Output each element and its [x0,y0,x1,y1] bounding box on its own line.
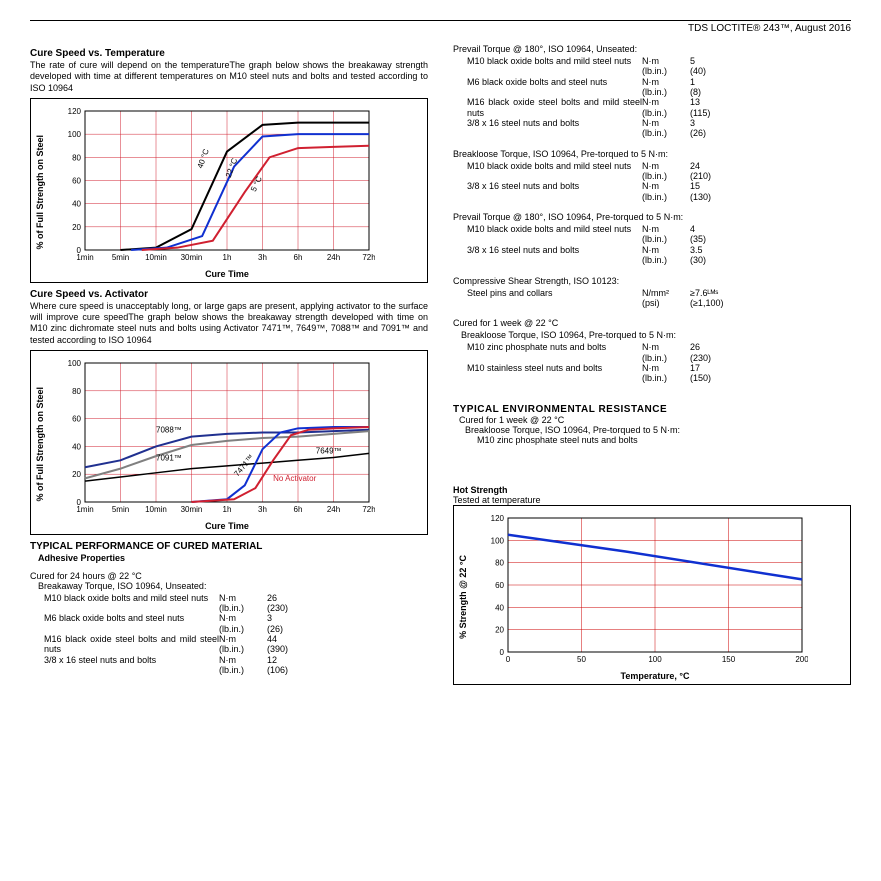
svg-text:6h: 6h [294,253,303,262]
svg-text:1min: 1min [76,505,93,514]
page-header: TDS LOCTITE® 243™, August 2016 [30,20,851,34]
svg-text:5min: 5min [112,253,129,262]
svg-text:7088™: 7088™ [156,425,182,434]
breakaway-heading: Breakaway Torque, ISO 10964, Unseated: [30,581,428,591]
data-row: 3/8 x 16 steel nuts and boltsN·m(lb.in.)… [30,655,428,676]
env-l1: Cured for 1 week @ 22 °C [453,415,851,425]
svg-text:24h: 24h [327,505,340,514]
data-group: Breakloose Torque, ISO 10964, Pre-torque… [453,149,851,202]
env-title: TYPICAL ENVIRONMENTAL RESISTANCE [453,404,851,415]
data-row: 3/8 x 16 steel nuts and boltsN·m(lb.in.)… [453,245,851,266]
svg-text:120: 120 [68,107,82,116]
svg-text:72h: 72h [362,505,375,514]
svg-text:40 °C: 40 °C [196,147,211,169]
svg-text:100: 100 [68,130,82,139]
data-row: M10 black oxide bolts and mild steel nut… [453,224,851,245]
data-row: M10 black oxide bolts and mild steel nut… [453,161,851,182]
svg-text:100: 100 [491,536,505,545]
svg-text:Cure Time: Cure Time [205,521,249,531]
data-row: M10 black oxide bolts and mild steel nut… [30,593,428,614]
svg-text:40: 40 [495,603,504,612]
chart-activator: % of Full Strength on Steel0204060801001… [30,350,428,535]
perf-title: TYPICAL PERFORMANCE OF CURED MATERIAL [30,541,428,552]
svg-text:80: 80 [72,387,81,396]
svg-text:7091™: 7091™ [156,453,182,462]
svg-text:80: 80 [72,153,81,162]
svg-text:22 °C: 22 °C [224,156,239,178]
perf-sub: Adhesive Properties [30,553,428,563]
svg-text:72h: 72h [362,253,375,262]
svg-text:80: 80 [495,558,504,567]
data-group: Compressive Shear Strength, ISO 10123:St… [453,276,851,309]
svg-text:10min: 10min [145,505,167,514]
data-group: Cured for 1 week @ 22 °CBreakloose Torqu… [453,318,851,383]
svg-text:50: 50 [577,655,586,664]
svg-text:60: 60 [72,414,81,423]
svg-text:6h: 6h [294,505,303,514]
svg-text:60: 60 [72,176,81,185]
svg-text:Temperature, °C: Temperature, °C [621,671,690,681]
data-row: M6 black oxide bolts and steel nutsN·m(l… [453,77,851,98]
data-group: Prevail Torque @ 180°, ISO 10964, Unseat… [453,44,851,139]
svg-text:150: 150 [722,655,736,664]
svg-text:No Activator: No Activator [273,474,316,483]
env-l2: Breakloose Torque, ISO 10964, Pre-torque… [453,425,851,435]
data-row: 3/8 x 16 steel nuts and boltsN·m(lb.in.)… [453,118,851,139]
svg-text:30min: 30min [181,253,203,262]
hot-title: Hot Strength [453,485,851,495]
svg-text:20: 20 [72,223,81,232]
data-row: Steel pins and collarsN/mm²(psi)≥7.6ᴸᴹˢ(… [453,288,851,309]
env-l3: M10 zinc phosphate steel nuts and bolts [453,435,851,445]
svg-text:100: 100 [68,359,82,368]
svg-text:24h: 24h [327,253,340,262]
chart-temperature: % of Full Strength on Steel0204060801001… [30,98,428,283]
section2-title: Cure Speed vs. Activator [30,289,428,300]
data-row: M6 black oxide bolts and steel nutsN·m(l… [30,613,428,634]
svg-text:0: 0 [506,655,511,664]
svg-text:3h: 3h [258,253,267,262]
section2-para: Where cure speed is unacceptably long, o… [30,301,428,346]
svg-text:40: 40 [72,199,81,208]
data-row: M16 black oxide steel bolts and mild ste… [453,97,851,118]
svg-text:200: 200 [795,655,808,664]
svg-text:1h: 1h [223,505,232,514]
svg-text:120: 120 [491,514,505,523]
svg-text:100: 100 [648,655,662,664]
svg-text:5min: 5min [112,505,129,514]
data-row: M10 stainless steel nuts and boltsN·m(lb… [453,363,851,384]
svg-text:1min: 1min [76,253,93,262]
svg-text:1h: 1h [223,253,232,262]
svg-text:3h: 3h [258,505,267,514]
svg-text:7649™: 7649™ [316,446,342,455]
svg-text:10min: 10min [145,253,167,262]
header-text: TDS LOCTITE® 243™, August 2016 [688,23,851,34]
chart-hot-strength: % Strength @ 22 °C0204060801001200501001… [453,505,851,685]
data-row: M10 black oxide bolts and mild steel nut… [453,56,851,77]
svg-text:0: 0 [500,648,505,657]
section1-title: Cure Speed vs. Temperature [30,48,428,59]
section1-para: The rate of cure will depend on the temp… [30,60,428,94]
svg-text:20: 20 [495,625,504,634]
svg-text:60: 60 [495,581,504,590]
cured24: Cured for 24 hours @ 22 °C [30,571,428,581]
svg-text:20: 20 [72,470,81,479]
svg-text:40: 40 [72,442,81,451]
data-row: 3/8 x 16 steel nuts and boltsN·m(lb.in.)… [453,181,851,202]
data-group: Prevail Torque @ 180°, ISO 10964, Pre-to… [453,212,851,265]
svg-text:5 °C: 5 °C [249,174,264,192]
svg-text:30min: 30min [181,505,203,514]
data-row: M16 black oxide steel bolts and mild ste… [30,634,428,655]
hot-sub: Tested at temperature [453,495,851,505]
svg-text:Cure Time: Cure Time [205,269,249,279]
data-row: M10 zinc phosphate nuts and boltsN·m(lb.… [453,342,851,363]
